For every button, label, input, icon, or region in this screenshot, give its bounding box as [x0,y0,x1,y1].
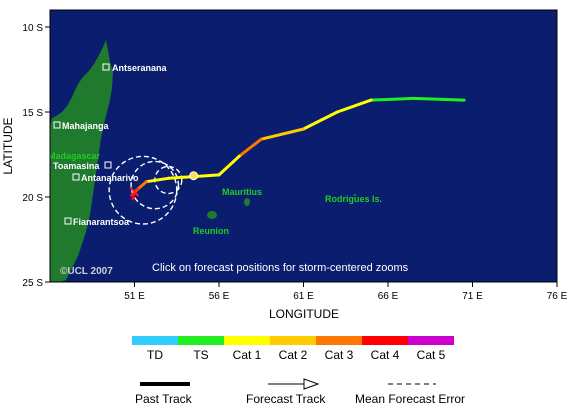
category-label: Cat 5 [417,348,446,362]
zoom-instruction: Click on forecast positions for storm-ce… [152,262,409,274]
mean-error-label: Mean Forecast Error [355,392,465,406]
landfall-marker [129,187,140,197]
forecast-error-circle[interactable] [108,155,178,225]
current-position-marker[interactable] [189,171,199,181]
track-segment [302,110,339,131]
x-tick-label: 76 E [547,291,568,302]
category-swatch [178,336,224,345]
category-swatch [270,336,316,345]
place-label: Rodrigues Is. [325,194,382,204]
category-swatch [316,336,362,345]
madagascar-landmass [50,40,113,282]
city-marker [104,161,112,169]
track-segment [259,127,305,141]
track-segment [411,96,466,102]
category-swatch [408,336,454,345]
place-label: Mahajanga [62,121,110,131]
mean-error-key: Mean Forecast Error [355,383,465,406]
forecast-track-label: Forecast Track [246,392,326,406]
category-label: Cat 2 [279,348,308,362]
y-tick-label: 20 S [22,193,43,204]
y-tick-label: 10 S [22,23,43,34]
ocean-background [50,10,557,282]
past-track-label: Past Track [135,392,193,406]
x-tick-label: 71 E [462,291,483,302]
city-marker [72,173,80,181]
storm-track [129,96,466,201]
forecast-error-circle[interactable] [130,160,180,210]
rodrigues-island [353,194,357,196]
copyright-label: ©UCL 2007 [60,266,113,277]
city-marker [102,63,110,71]
category-label: TD [147,348,163,362]
y-axis-title: LATITUDE [1,117,15,174]
category-label: TS [193,348,208,362]
track-segment [217,154,241,177]
category-label: Cat 4 [371,348,400,362]
category-label: Cat 1 [233,348,262,362]
place-label: Antseranana [112,63,168,73]
x-tick-label: 66 E [378,291,399,302]
x-axis-title: LONGITUDE [269,307,339,321]
place-label: Mauritius [222,187,262,197]
y-tick-label: 15 S [22,108,43,119]
track-segment [144,176,170,184]
x-tick-label: 61 E [293,291,314,302]
forecast-track-key: Forecast Track [246,378,326,406]
place-label: Madagascar [48,151,101,161]
x-axis: 51 E 56 E 61 E 66 E 71 E 76 E [124,282,568,302]
track-segment [237,137,263,158]
place-label: Toamasina [53,161,100,171]
x-tick-label: 56 E [209,291,230,302]
x-tick-label: 51 E [124,291,145,302]
track-segment [335,98,373,114]
past-track-key: Past Track [135,382,193,406]
y-tick-label: 25 S [22,278,43,289]
category-legend: TD TS Cat 1 Cat 2 Cat 3 Cat 4 Cat 5 [132,336,454,362]
place-label: Reunion [193,226,229,236]
track-segment [369,96,415,102]
reunion-island [207,211,217,219]
category-swatch [362,336,408,345]
category-label: Cat 3 [325,348,354,362]
place-label: Antananarivo [81,173,139,183]
city-marker [53,121,61,129]
mauritius-island [244,198,250,206]
category-swatch [224,336,270,345]
place-label: Fianarantsoa [73,217,130,227]
category-swatch [132,336,178,345]
city-marker [64,217,72,225]
y-axis: 10 S 15 S 20 S 25 S [22,23,50,289]
